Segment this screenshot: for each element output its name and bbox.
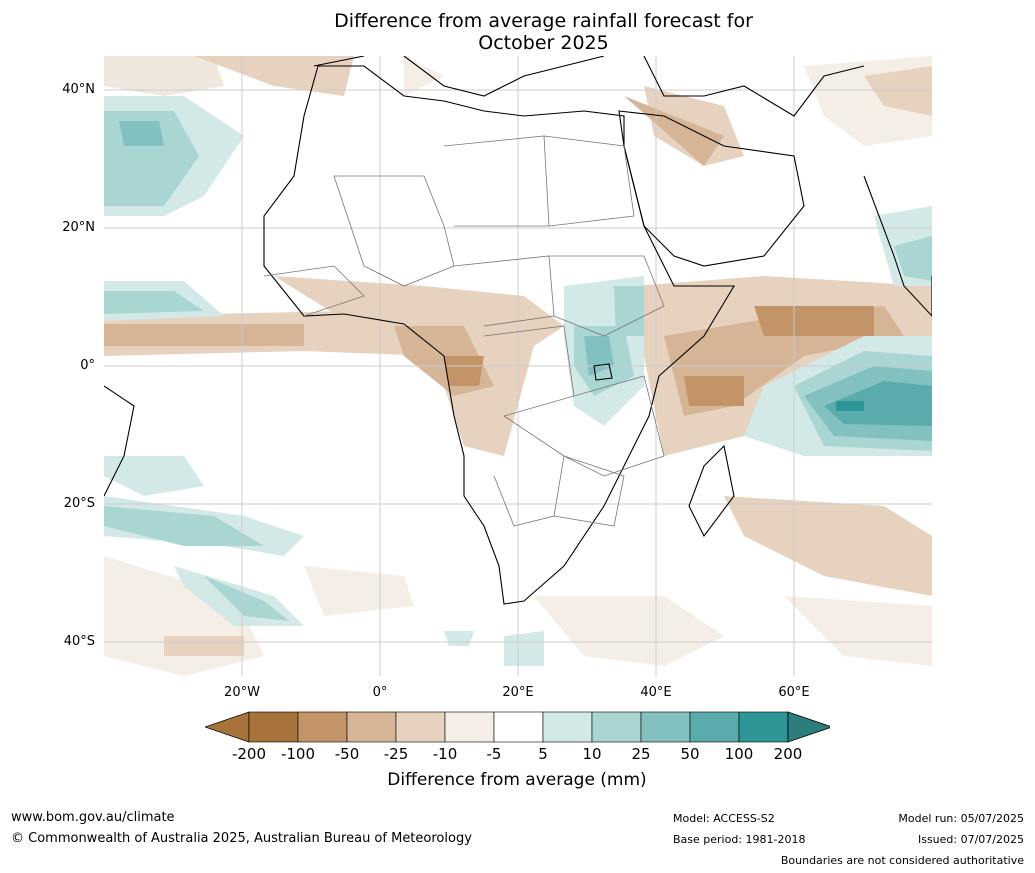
colorbar-tick-label: 25 (631, 745, 651, 763)
rainfall-anomaly-map (104, 56, 932, 676)
colorbar-extend-high (787, 711, 830, 743)
colorbar-title: Difference from average (mm) (387, 770, 647, 790)
boundaries-disclaimer: Boundaries are not considered authoritat… (780, 854, 1024, 867)
colorbar-tick-label: -200 (231, 745, 267, 763)
colorbar-bin (640, 711, 691, 743)
graticule (104, 56, 932, 676)
europe-coastline (313, 56, 865, 117)
colorbar-tick-label: -5 (486, 745, 502, 763)
title-line-2: October 2025 (478, 32, 609, 54)
colorbar-tick-label: 100 (724, 745, 754, 763)
lat-label-20s: 20°S (63, 496, 95, 511)
dry-anomaly-shading (104, 56, 932, 676)
colorbar-extend-low (205, 711, 250, 743)
lon-label-0: 0° (372, 685, 388, 700)
lat-label-40s: 40°S (63, 634, 95, 649)
colorbar-bin (591, 711, 642, 743)
lon-label-20e: 20°E (502, 685, 534, 700)
colorbar-bin (689, 711, 740, 743)
colorbar-tick-label: -50 (334, 745, 360, 763)
colorbar-bin (297, 711, 348, 743)
map-canvas (104, 56, 932, 676)
lon-label-60e: 60°E (778, 685, 810, 700)
lat-label-equator: 0° (80, 358, 95, 373)
base-period: Base period: 1981-2018 (673, 833, 806, 846)
lat-label-20n: 20°N (62, 220, 95, 235)
lat-label-40n: 40°N (62, 82, 95, 97)
copyright-text: © Commonwealth of Australia 2025, Austra… (11, 831, 472, 846)
issued-date: Issued: 07/07/2025 (917, 833, 1024, 846)
colorbar-tick-label: 5 (538, 745, 548, 763)
colorbar-bin (738, 711, 789, 743)
website-text: www.bom.gov.au/climate (11, 810, 175, 825)
madagascar-coastline (688, 444, 735, 538)
colorbar-tick-label: -25 (383, 745, 409, 763)
colorbar-bin (395, 711, 446, 743)
title-line-1: Difference from average rainfall forecas… (334, 10, 753, 32)
colorbar-bin (346, 711, 397, 743)
colorbar-bin (444, 711, 495, 743)
lake-victoria (593, 363, 613, 381)
colorbar-bin (542, 711, 593, 743)
model-name: Model: ACCESS-S2 (673, 812, 775, 825)
colorbar-tick-label: -100 (280, 745, 316, 763)
lon-label-40e: 40°E (640, 685, 672, 700)
country-borders (263, 135, 665, 527)
africa-coastline (263, 65, 735, 605)
colorbar-bin (248, 711, 299, 743)
india-coastline (863, 175, 932, 317)
south-america-coastline (104, 385, 135, 497)
colorbar-tick-label: 50 (680, 745, 700, 763)
colorbar-tick-label: 10 (582, 745, 602, 763)
colorbar (205, 711, 830, 743)
arabia-coastline (618, 110, 805, 267)
lon-label-20w: 20°W (224, 685, 260, 700)
model-run-date: Model run: 05/07/2025 (898, 812, 1024, 825)
map-title: Difference from average rainfall forecas… (0, 10, 1035, 54)
colorbar-bin (493, 711, 544, 743)
colorbar-tick-label: -10 (432, 745, 458, 763)
colorbar-tick-label: 200 (773, 745, 803, 763)
coastlines (104, 56, 932, 605)
